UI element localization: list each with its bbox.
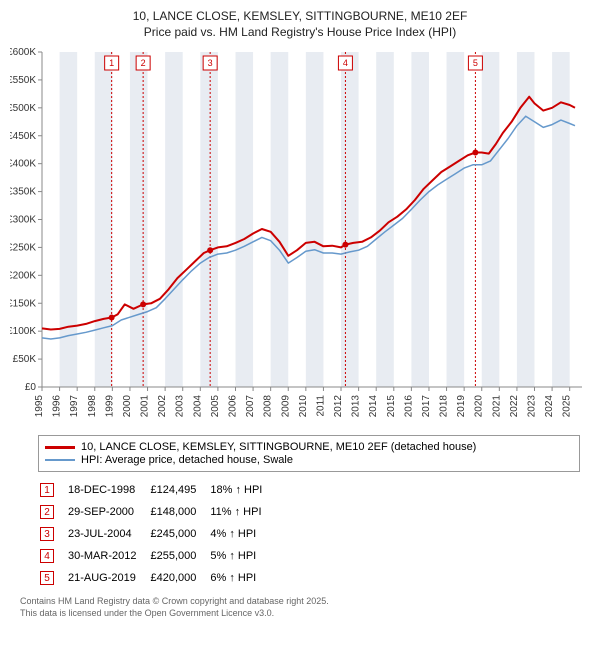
svg-text:2003: 2003 [175,395,186,418]
svg-text:£350K: £350K [10,187,36,198]
svg-text:£500K: £500K [10,103,36,114]
sale-date: 23-JUL-2004 [68,524,148,544]
svg-text:1999: 1999 [104,395,115,418]
svg-text:£250K: £250K [10,243,36,254]
legend-label-property: 10, LANCE CLOSE, KEMSLEY, SITTINGBOURNE,… [81,441,476,453]
legend-row-property: 10, LANCE CLOSE, KEMSLEY, SITTINGBOURNE,… [45,441,573,453]
table-row: 2 29-SEP-2000£148,00011% ↑ HPI [40,502,274,522]
svg-text:2013: 2013 [351,395,362,418]
sale-delta: 6% ↑ HPI [210,568,274,588]
sale-price: £420,000 [150,568,208,588]
svg-text:1997: 1997 [69,395,80,418]
svg-text:2002: 2002 [157,395,168,418]
svg-text:2016: 2016 [403,395,414,418]
svg-text:2007: 2007 [245,395,256,418]
svg-text:2004: 2004 [192,395,203,418]
footnote-line-1: Contains HM Land Registry data © Crown c… [20,596,580,608]
svg-text:2011: 2011 [315,395,326,417]
sale-date: 29-SEP-2000 [68,502,148,522]
svg-text:£600K: £600K [10,47,36,58]
svg-text:2009: 2009 [280,395,291,418]
svg-text:2: 2 [141,58,146,68]
sale-delta: 18% ↑ HPI [210,480,274,500]
legend-swatch-property [45,446,75,449]
svg-text:2024: 2024 [544,395,555,418]
sale-delta: 4% ↑ HPI [210,524,274,544]
svg-text:£450K: £450K [10,131,36,142]
svg-text:2006: 2006 [227,395,238,418]
sales-table: 1 18-DEC-1998£124,49518% ↑ HPI 2 29-SEP-200… [38,478,276,590]
svg-text:2014: 2014 [368,395,379,418]
line-chart-svg: £0 £50K £100K £150K £200K £250K £300K £350K £400… [10,44,590,429]
sale-delta: 5% ↑ HPI [210,546,274,566]
svg-text:2015: 2015 [386,395,397,418]
svg-text:£150K: £150K [10,299,36,310]
svg-text:2005: 2005 [210,395,221,418]
svg-text:2001: 2001 [140,395,151,418]
svg-text:1995: 1995 [34,395,45,418]
sale-price: £148,000 [150,502,208,522]
svg-text:1: 1 [109,58,114,68]
table-row: 4 30-MAR-2012£255,0005% ↑ HPI [40,546,274,566]
svg-text:£400K: £400K [10,159,36,170]
svg-text:2008: 2008 [263,395,274,418]
svg-text:2012: 2012 [333,395,344,418]
svg-text:1998: 1998 [87,395,98,418]
svg-text:2010: 2010 [298,395,309,418]
sale-delta: 11% ↑ HPI [210,502,274,522]
svg-text:2023: 2023 [527,395,538,418]
sale-price: £255,000 [150,546,208,566]
sale-marker-2: 2 [40,505,54,519]
svg-text:3: 3 [208,58,213,68]
title-line-2: Price paid vs. HM Land Registry's House … [10,24,590,40]
svg-text:2017: 2017 [421,395,432,418]
chart-title: 10, LANCE CLOSE, KEMSLEY, SITTINGBOURNE,… [10,8,590,40]
svg-text:£550K: £550K [10,75,36,86]
legend-swatch-hpi [45,459,75,461]
table-row: 5 21-AUG-2019£420,0006% ↑ HPI [40,568,274,588]
svg-text:£50K: £50K [13,354,37,365]
svg-text:2019: 2019 [456,395,467,418]
legend: 10, LANCE CLOSE, KEMSLEY, SITTINGBOURNE,… [38,435,580,472]
svg-text:£200K: £200K [10,271,36,282]
sale-date: 21-AUG-2019 [68,568,148,588]
svg-text:£300K: £300K [10,215,36,226]
sale-marker-4: 4 [40,549,54,563]
svg-text:4: 4 [343,58,348,68]
legend-row-hpi: HPI: Average price, detached house, Swal… [45,454,573,466]
title-line-1: 10, LANCE CLOSE, KEMSLEY, SITTINGBOURNE,… [10,8,590,24]
svg-text:5: 5 [473,58,478,68]
table-row: 1 18-DEC-1998£124,49518% ↑ HPI [40,480,274,500]
sale-price: £124,495 [150,480,208,500]
svg-text:2020: 2020 [474,395,485,418]
sale-date: 18-DEC-1998 [68,480,148,500]
sale-price: £245,000 [150,524,208,544]
sale-marker-5: 5 [40,571,54,585]
svg-text:1996: 1996 [52,395,63,418]
chart-area: £0 £50K £100K £150K £200K £250K £300K £350K £400… [10,44,590,429]
sale-date: 30-MAR-2012 [68,546,148,566]
legend-label-hpi: HPI: Average price, detached house, Swal… [81,454,293,466]
svg-text:£100K: £100K [10,327,36,338]
table-row: 3 23-JUL-2004£245,0004% ↑ HPI [40,524,274,544]
sale-marker-1: 1 [40,483,54,497]
svg-text:2018: 2018 [439,395,450,418]
footnote-line-2: This data is licensed under the Open Gov… [20,608,580,620]
footnote: Contains HM Land Registry data © Crown c… [20,596,580,619]
svg-text:2025: 2025 [562,395,573,418]
svg-text:2021: 2021 [491,395,502,418]
svg-text:2022: 2022 [509,395,520,418]
svg-text:2000: 2000 [122,395,133,418]
sale-marker-3: 3 [40,527,54,541]
svg-text:£0: £0 [25,382,37,393]
